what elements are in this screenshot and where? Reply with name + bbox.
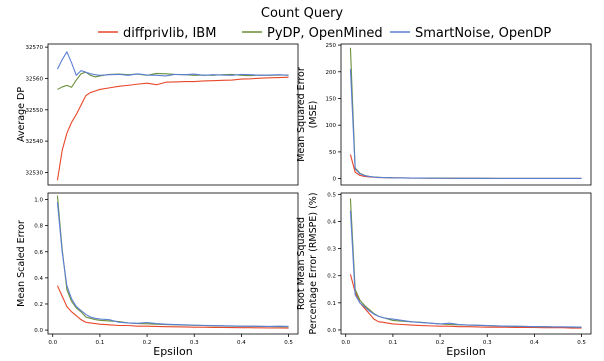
plot-frame: [340, 43, 592, 186]
legend-item: SmartNoise, OpenDP: [390, 26, 551, 41]
panels: 32530 32540 32550 32560 32570 Average DP 0 50 10…: [16, 43, 592, 358]
legend-label: diffprivlib, IBM: [123, 26, 216, 41]
y-tick-label: 32540: [26, 139, 44, 145]
y-tick-label: 150: [326, 96, 337, 102]
chart-panel-top-left: 32530 32540 32550 32560 32570 Average DP: [16, 43, 299, 186]
x-axis-label: Epsilon: [153, 345, 193, 358]
y-tick-label: 32530: [26, 170, 44, 176]
y-tick-label: 0.4: [34, 276, 43, 282]
x-tick-label: 0.0: [48, 340, 57, 346]
series-line: [349, 274, 582, 329]
x-tick-label: 0.3: [483, 340, 492, 346]
y-axis-label: Root Mean SquaredPercentage Error (RMSPE…: [296, 192, 319, 334]
series-line: [56, 285, 289, 329]
y-tick-label: 32560: [26, 76, 44, 82]
y-tick-label: 250: [326, 43, 337, 49]
y-tick-label: 32570: [26, 45, 44, 51]
chart-panel-bottom-left: 0.0 0.2 0.4 0.6 0.8 1.0 0.0 0.1 0.2 0.3 0.4 0.5 Epsi…: [16, 192, 299, 358]
x-tick-label: 0.0: [341, 340, 350, 346]
y-axis-label: Average DP: [16, 87, 27, 142]
series-line: [56, 202, 289, 327]
legend-item: PyDP, OpenMined: [242, 26, 383, 41]
plot-frame: [47, 192, 299, 335]
legend-label: PyDP, OpenMined: [267, 26, 383, 41]
y-tick-label: 0: [333, 177, 337, 183]
y-tick-label: 0.0: [327, 328, 336, 334]
legend-label: SmartNoise, OpenDP: [415, 26, 551, 41]
y-tick-label: 0.8: [34, 224, 43, 230]
x-tick-label: 0.5: [577, 340, 586, 346]
y-tick-label: 200: [326, 70, 337, 76]
plot-frame: [340, 192, 592, 335]
series-line: [349, 69, 582, 180]
x-tick-label: 0.4: [237, 340, 246, 346]
figure-title: Count Query: [261, 6, 344, 21]
y-tick-label: 0.0: [34, 328, 43, 334]
x-tick-label: 0.2: [436, 340, 445, 346]
y-tick-label: 100: [326, 123, 337, 129]
x-axis-label: Epsilon: [446, 345, 486, 358]
x-tick-label: 0.2: [143, 340, 152, 346]
x-tick-label: 0.5: [284, 340, 293, 346]
y-tick-label: 0.2: [327, 274, 336, 280]
x-tick-label: 0.1: [96, 340, 105, 346]
chart-panel-bottom-right: 0.0 0.1 0.2 0.3 0.4 0.5 0.0 0.1 0.2 0.3 0.4 0.5 Epsi…: [296, 192, 592, 358]
series-line: [56, 76, 289, 181]
y-tick-label: 0.2: [34, 302, 43, 308]
y-axis-label: Mean Squared Error(MSE): [296, 67, 319, 162]
y-tick-label: 0.3: [327, 247, 336, 253]
y-tick-label: 50: [329, 150, 336, 156]
legend: diffprivlib, IBM PyDP, OpenMined SmartNois…: [98, 26, 551, 41]
plot-frame: [47, 43, 299, 186]
y-tick-label: 0.5: [327, 192, 336, 198]
y-tick-label: 0.6: [34, 250, 43, 256]
series-line: [349, 210, 582, 328]
y-tick-label: 0.1: [327, 301, 336, 307]
y-tick-label: 32550: [26, 108, 44, 114]
y-tick-label: 0.4: [327, 219, 336, 225]
x-tick-label: 0.3: [190, 340, 199, 346]
chart-panel-top-right: 0 50 100 150 200 250 Mean Squared Error(MSE): [296, 43, 592, 186]
x-tick-label: 0.4: [530, 340, 539, 346]
series-line: [57, 71, 289, 90]
legend-item: diffprivlib, IBM: [98, 26, 216, 41]
series-line: [56, 51, 289, 77]
x-tick-label: 0.1: [389, 340, 398, 346]
y-tick-label: 1.0: [34, 198, 43, 204]
y-axis-label: Mean Scaled Error: [16, 220, 27, 307]
